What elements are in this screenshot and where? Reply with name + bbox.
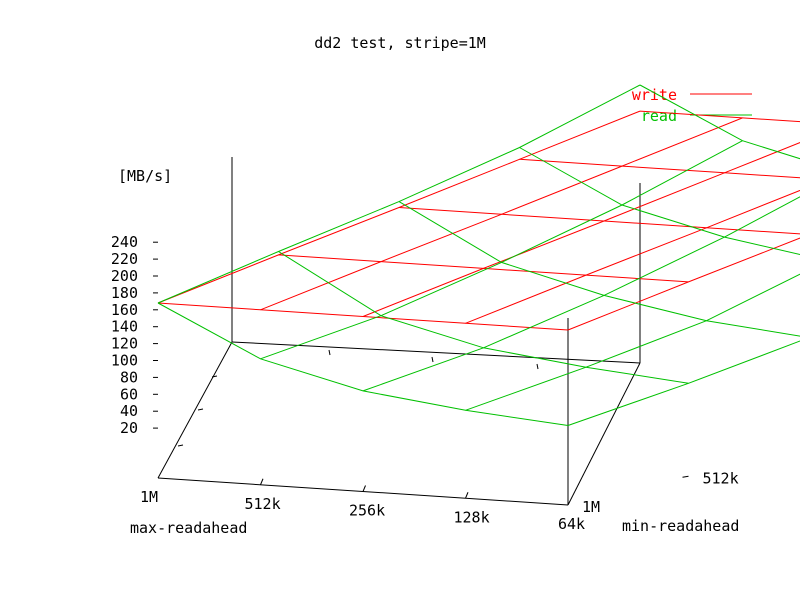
series-read xyxy=(157,84,800,426)
y-axis-line xyxy=(567,362,641,506)
x-back-tick xyxy=(197,408,204,411)
x-tick-label: 64k xyxy=(558,515,585,533)
mesh-line-y xyxy=(465,273,800,411)
x-tick-label: 512k xyxy=(245,495,281,513)
left-back-edge xyxy=(157,341,233,479)
x-back-tick xyxy=(211,375,218,378)
mesh-line-y xyxy=(567,237,800,331)
mesh-line-x xyxy=(519,147,800,255)
surfaces xyxy=(157,84,800,426)
mesh-line-x xyxy=(639,110,800,123)
z-tick-label: 100 xyxy=(111,352,138,370)
mesh-line-y xyxy=(362,142,800,317)
mesh-line-y xyxy=(567,340,800,426)
z-tick-label: 200 xyxy=(111,267,138,285)
axes xyxy=(153,157,689,506)
x-tick xyxy=(260,478,264,485)
y-axis-label: min-readahead xyxy=(622,517,739,535)
y-back-tick xyxy=(328,349,331,356)
mesh-line-y xyxy=(260,117,743,311)
mesh-line-x xyxy=(639,84,800,160)
mesh-line-y xyxy=(260,140,743,360)
mesh-line-x xyxy=(278,251,689,384)
x-tick-label: 128k xyxy=(454,508,490,526)
legend-label-read: read xyxy=(641,107,677,125)
mesh-line-y xyxy=(362,196,800,392)
z-tick-label: 60 xyxy=(120,385,138,403)
y-tick xyxy=(682,475,689,478)
z-axis-label: [MB/s] xyxy=(118,167,172,185)
z-tick-label: 220 xyxy=(111,250,138,268)
y-tick-label: 1M xyxy=(582,498,600,516)
mesh-line-y xyxy=(157,84,641,304)
mesh-line-y xyxy=(157,110,641,304)
back-edge xyxy=(231,341,641,364)
y-back-tick xyxy=(431,356,434,363)
z-tick-label: 180 xyxy=(111,284,138,302)
y-tick-label: 512k xyxy=(703,469,739,487)
x-back-tick xyxy=(177,444,184,447)
z-tick-label: 120 xyxy=(111,335,138,353)
z-tick-label: 20 xyxy=(120,419,138,437)
mesh-line-x xyxy=(519,158,800,179)
y-back-tick xyxy=(536,363,539,370)
x-tick-label: 1M xyxy=(140,488,158,506)
x-axis-label: max-readahead xyxy=(130,519,247,537)
series-write xyxy=(157,110,800,331)
x-tick xyxy=(465,492,469,499)
z-tick-label: 80 xyxy=(120,368,138,386)
x-tick xyxy=(362,485,366,492)
z-tick-label: 160 xyxy=(111,301,138,319)
chart-title: dd2 test, stripe=1M xyxy=(314,34,486,52)
z-tick-label: 40 xyxy=(120,402,138,420)
mesh-line-y xyxy=(465,189,800,324)
x-tick-label: 256k xyxy=(349,502,385,520)
z-tick-label: 240 xyxy=(111,233,138,251)
z-tick-label: 140 xyxy=(111,318,138,336)
